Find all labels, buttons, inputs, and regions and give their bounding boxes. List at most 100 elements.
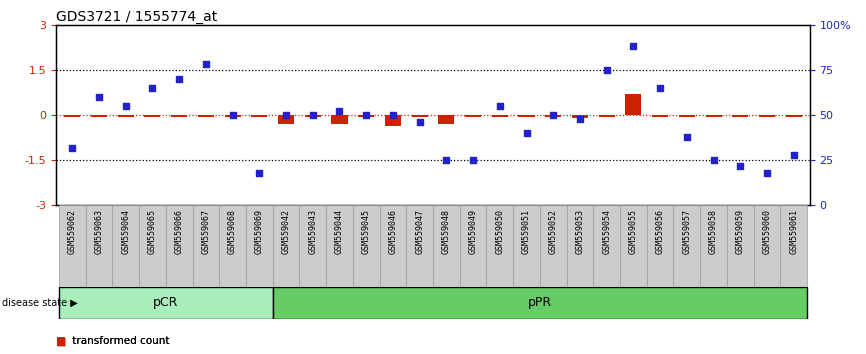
Bar xyxy=(113,205,139,287)
Bar xyxy=(59,205,86,287)
Bar xyxy=(300,205,326,287)
Text: GSM559062: GSM559062 xyxy=(68,209,77,255)
Point xyxy=(226,112,240,118)
Bar xyxy=(273,205,300,287)
Point xyxy=(680,134,694,139)
Text: GSM559058: GSM559058 xyxy=(709,209,718,255)
Text: GSM559052: GSM559052 xyxy=(549,209,558,255)
Text: GSM559048: GSM559048 xyxy=(442,209,451,255)
Point xyxy=(466,157,480,163)
Text: ■: ■ xyxy=(56,336,67,346)
Bar xyxy=(492,115,507,118)
Bar xyxy=(278,115,294,124)
Text: pPR: pPR xyxy=(527,296,552,309)
Bar xyxy=(753,205,780,287)
Text: pCR: pCR xyxy=(153,296,178,309)
Bar xyxy=(91,115,107,118)
Bar xyxy=(679,115,695,118)
Text: GSM559045: GSM559045 xyxy=(362,209,371,255)
Text: GSM559063: GSM559063 xyxy=(94,209,104,255)
Bar xyxy=(780,205,807,287)
Bar xyxy=(219,205,246,287)
Bar xyxy=(514,205,540,287)
Point xyxy=(333,109,346,114)
Point xyxy=(546,112,560,118)
Text: GDS3721 / 1555774_at: GDS3721 / 1555774_at xyxy=(56,10,217,24)
Point xyxy=(439,157,453,163)
Text: GSM559046: GSM559046 xyxy=(389,209,397,255)
Bar xyxy=(86,205,113,287)
Text: GSM559049: GSM559049 xyxy=(469,209,477,255)
Point xyxy=(92,94,106,100)
Text: GSM559056: GSM559056 xyxy=(656,209,664,255)
Point xyxy=(252,170,266,176)
Bar xyxy=(326,205,352,287)
Bar xyxy=(64,115,81,118)
Bar xyxy=(385,115,401,126)
Bar xyxy=(652,115,668,118)
Point xyxy=(760,170,774,176)
Bar xyxy=(487,205,514,287)
Text: GSM559059: GSM559059 xyxy=(736,209,745,255)
Point xyxy=(520,130,533,136)
Text: GSM559069: GSM559069 xyxy=(255,209,264,255)
Point xyxy=(573,116,587,121)
Bar xyxy=(171,115,187,118)
Text: GSM559050: GSM559050 xyxy=(495,209,504,255)
Bar xyxy=(519,115,534,118)
Bar xyxy=(165,205,192,287)
Point xyxy=(413,119,427,125)
Point xyxy=(493,103,507,109)
Text: GSM559043: GSM559043 xyxy=(308,209,317,255)
Point xyxy=(119,103,132,109)
Bar xyxy=(352,205,379,287)
Text: GSM559066: GSM559066 xyxy=(175,209,184,255)
Bar xyxy=(224,115,241,118)
Text: GSM559053: GSM559053 xyxy=(575,209,585,255)
Text: GSM559044: GSM559044 xyxy=(335,209,344,255)
Point xyxy=(707,157,721,163)
Bar xyxy=(379,205,406,287)
Bar xyxy=(460,205,487,287)
Bar xyxy=(411,115,428,118)
Bar xyxy=(332,115,347,124)
Text: GSM559067: GSM559067 xyxy=(202,209,210,255)
Point xyxy=(600,67,614,73)
Point xyxy=(786,152,800,158)
Point xyxy=(626,44,640,49)
Bar xyxy=(701,205,727,287)
Text: GSM559061: GSM559061 xyxy=(789,209,798,255)
Point xyxy=(279,112,293,118)
Point xyxy=(386,112,400,118)
Bar xyxy=(139,205,165,287)
Bar xyxy=(785,115,802,118)
Text: GSM559065: GSM559065 xyxy=(148,209,157,255)
Bar xyxy=(572,115,588,118)
Bar xyxy=(465,115,481,118)
Bar xyxy=(118,115,133,116)
Text: GSM559068: GSM559068 xyxy=(228,209,237,255)
Point xyxy=(306,112,320,118)
Bar xyxy=(546,115,561,118)
Bar xyxy=(59,287,273,319)
Bar xyxy=(438,115,455,124)
Point xyxy=(172,76,186,82)
Text: GSM559054: GSM559054 xyxy=(602,209,611,255)
Bar xyxy=(433,205,460,287)
Bar xyxy=(733,115,748,118)
Bar xyxy=(406,205,433,287)
Text: GSM559057: GSM559057 xyxy=(682,209,691,255)
Text: GSM559047: GSM559047 xyxy=(415,209,424,255)
Bar xyxy=(198,115,214,118)
Bar xyxy=(566,205,593,287)
Bar xyxy=(246,205,273,287)
Text: GSM559064: GSM559064 xyxy=(121,209,130,255)
Bar xyxy=(706,115,721,118)
Bar xyxy=(145,115,160,118)
Bar xyxy=(192,205,219,287)
Bar xyxy=(647,205,674,287)
Point xyxy=(145,85,159,91)
Text: ■  transformed count: ■ transformed count xyxy=(56,336,170,346)
Bar xyxy=(593,205,620,287)
Text: GSM559042: GSM559042 xyxy=(281,209,291,255)
